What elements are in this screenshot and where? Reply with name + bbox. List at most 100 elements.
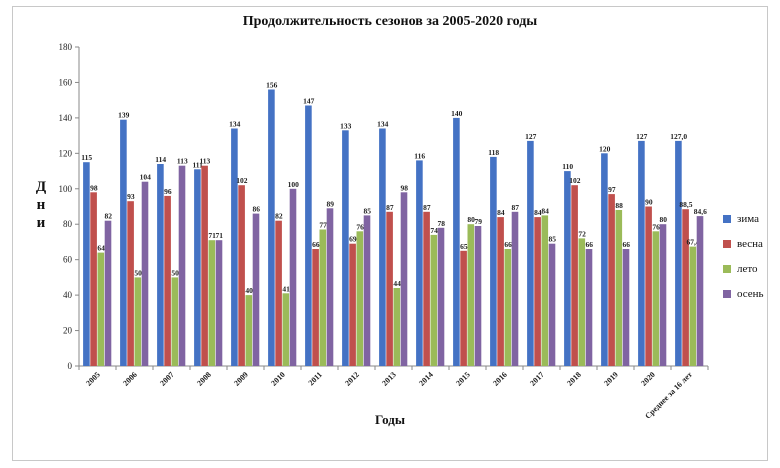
data-label: 79 [475,217,483,226]
legend-item-winter: зима [723,210,764,228]
data-label: 90 [645,198,653,207]
data-label: 133 [340,121,352,130]
x-tick-label: 2013 [380,370,398,388]
bar-зима-2020 [638,140,645,366]
bar-лето-2019 [615,210,623,366]
data-label: 41 [282,284,290,293]
bar-лето-2017 [541,215,549,366]
bar-весна-Среднее за 16 лет [682,209,689,366]
x-tick-label: 2014 [417,370,435,388]
x-tick-label: 2010 [269,370,287,388]
bar-зима-2009 [231,128,238,366]
x-tick-label: 2016 [491,370,509,388]
data-label: 80 [467,215,475,224]
bar-зима-2014 [416,160,423,366]
bar-осень-2011 [326,208,334,366]
data-label: 98 [401,183,409,192]
bar-весна-2010 [275,220,282,366]
legend-label-spring: весна [737,238,763,250]
bar-осень-2018 [585,249,593,366]
legend-item-summer: лето [723,260,764,278]
data-label: 40 [245,286,253,295]
x-tick-label: 2011 [307,370,324,387]
data-label: 127 [525,132,537,141]
data-label: 111 [192,160,203,169]
bar-лето-2018 [578,238,586,366]
y-tick-label: 180 [59,42,73,52]
data-label: 84 [497,208,505,217]
y-tick-label: 100 [59,184,73,194]
bar-весна-2014 [423,211,430,366]
data-label: 98 [90,183,98,192]
bar-лето-2005 [97,252,105,366]
data-label: 114 [155,155,166,164]
bar-весна-2005 [90,192,97,366]
bar-осень-2016 [511,211,519,366]
data-label: 96 [164,187,172,196]
y-tick-label: 0 [68,361,73,371]
data-label: 78 [438,219,446,228]
data-label: 72 [578,229,586,238]
bar-осень-2006 [141,181,149,366]
data-label: 102 [236,176,248,185]
legend-item-spring: весна [723,235,764,253]
bar-лето-2020 [652,231,660,366]
data-label: 76 [652,222,660,231]
data-label: 84 [541,206,549,215]
data-label: 71 [216,231,224,240]
bar-осень-2014 [437,227,445,366]
legend-swatch-autumn [723,290,731,298]
data-label: 87 [512,203,520,212]
data-label: 134 [229,120,241,129]
data-label: 87 [423,203,431,212]
bar-лето-Среднее за 16 лет [689,246,697,366]
y-tick-label: 20 [63,326,73,336]
bar-весна-2009 [238,185,245,366]
data-label: 74 [430,226,438,235]
bar-осень-2007 [178,165,186,366]
legend-swatch-spring [723,240,731,248]
bar-лето-2011 [319,229,327,366]
data-label: 88,5 [679,200,692,209]
data-label: 66 [586,240,594,249]
x-tick-label: 2020 [639,370,657,388]
data-label: 104 [140,173,152,182]
y-tick-label: 60 [63,255,73,265]
y-tick-label: 160 [59,77,73,87]
bar-весна-2015 [460,250,467,366]
x-tick-label: 2009 [232,370,250,388]
bar-лето-2012 [356,231,364,366]
data-label: 76 [356,222,364,231]
data-label: 80 [660,215,668,224]
data-label: 82 [105,212,113,221]
bar-зима-2008 [194,169,201,366]
bar-зима-2019 [601,153,608,366]
y-tick-label: 140 [59,113,73,123]
y-tick-label: 40 [63,290,73,300]
data-label: 156 [266,81,278,90]
x-tick-label: 2017 [528,370,546,388]
bar-весна-2020 [645,206,652,366]
bar-осень-Среднее за 16 лет [696,216,704,366]
bar-лето-2006 [134,277,142,366]
bar-лето-2008 [208,240,216,366]
data-label: 88 [615,201,623,210]
data-label: 50 [171,268,179,277]
data-label: 115 [81,153,92,162]
legend-swatch-summer [723,265,731,273]
chart-title: Продолжительность сезонов за 2005-2020 г… [242,14,538,29]
data-label: 86 [253,205,261,214]
bar-зима-2006 [120,119,127,366]
data-label: 66 [623,240,631,249]
x-axis-label: Годы [375,412,405,427]
bar-осень-2017 [548,243,556,366]
bar-весна-2007 [164,195,171,366]
data-label: 69 [349,235,357,244]
bar-весна-2008 [201,165,208,366]
y-tick-label: 120 [59,148,73,158]
bar-весна-2012 [349,243,356,366]
bar-осень-2009 [252,213,260,366]
bar-зима-2005 [83,162,90,366]
data-label: 97 [608,185,616,194]
